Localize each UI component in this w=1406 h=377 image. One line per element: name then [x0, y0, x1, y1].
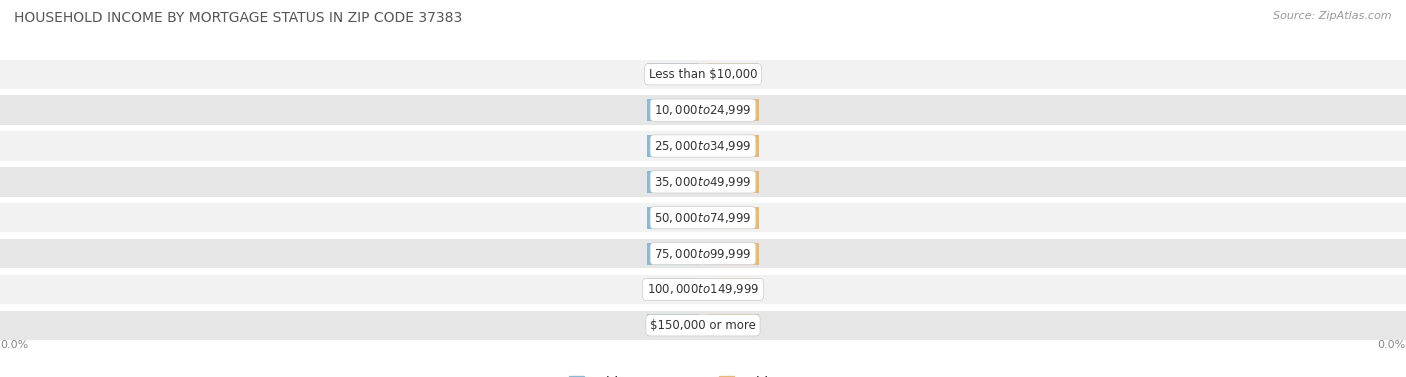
Text: 0.0%: 0.0% — [658, 105, 688, 115]
Text: 0.0%: 0.0% — [658, 69, 688, 79]
Text: $35,000 to $49,999: $35,000 to $49,999 — [654, 175, 752, 189]
Text: 0.0%: 0.0% — [658, 320, 688, 330]
Text: $100,000 to $149,999: $100,000 to $149,999 — [647, 282, 759, 296]
Bar — [0, 311, 1406, 340]
Bar — [707, 279, 759, 300]
Legend: Without Mortgage, With Mortgage: Without Mortgage, With Mortgage — [564, 371, 842, 377]
Bar — [707, 99, 759, 121]
Bar — [647, 207, 700, 229]
Text: $25,000 to $34,999: $25,000 to $34,999 — [654, 139, 752, 153]
Bar — [0, 239, 1406, 268]
Text: 0.0%: 0.0% — [718, 285, 748, 294]
Bar — [0, 95, 1406, 125]
Bar — [0, 131, 1406, 161]
Text: 0.0%: 0.0% — [658, 285, 688, 294]
Text: 0.0%: 0.0% — [718, 248, 748, 259]
Bar — [0, 275, 1406, 304]
Text: 0.0%: 0.0% — [1378, 340, 1406, 350]
Text: 0.0%: 0.0% — [658, 213, 688, 223]
Bar — [647, 135, 700, 157]
Bar — [647, 99, 700, 121]
Bar — [707, 171, 759, 193]
Text: 0.0%: 0.0% — [718, 69, 748, 79]
Bar — [647, 279, 700, 300]
Bar — [0, 203, 1406, 233]
Bar — [647, 63, 700, 85]
Bar — [647, 242, 700, 265]
Bar — [707, 207, 759, 229]
Bar — [0, 60, 1406, 89]
Text: $10,000 to $24,999: $10,000 to $24,999 — [654, 103, 752, 117]
Bar — [707, 242, 759, 265]
Text: $75,000 to $99,999: $75,000 to $99,999 — [654, 247, 752, 261]
Text: 0.0%: 0.0% — [718, 141, 748, 151]
Bar — [707, 135, 759, 157]
Bar — [647, 171, 700, 193]
Text: Source: ZipAtlas.com: Source: ZipAtlas.com — [1274, 11, 1392, 21]
Text: 0.0%: 0.0% — [718, 177, 748, 187]
Text: $50,000 to $74,999: $50,000 to $74,999 — [654, 211, 752, 225]
Text: 0.0%: 0.0% — [718, 105, 748, 115]
Text: Less than $10,000: Less than $10,000 — [648, 68, 758, 81]
Text: 0.0%: 0.0% — [718, 213, 748, 223]
Bar — [0, 167, 1406, 196]
Bar — [707, 63, 759, 85]
Bar — [707, 314, 759, 336]
Text: $150,000 or more: $150,000 or more — [650, 319, 756, 332]
Text: 0.0%: 0.0% — [658, 177, 688, 187]
Text: 0.0%: 0.0% — [718, 320, 748, 330]
Bar — [647, 314, 700, 336]
Text: HOUSEHOLD INCOME BY MORTGAGE STATUS IN ZIP CODE 37383: HOUSEHOLD INCOME BY MORTGAGE STATUS IN Z… — [14, 11, 463, 25]
Text: 0.0%: 0.0% — [0, 340, 28, 350]
Text: 0.0%: 0.0% — [658, 141, 688, 151]
Text: 0.0%: 0.0% — [658, 248, 688, 259]
